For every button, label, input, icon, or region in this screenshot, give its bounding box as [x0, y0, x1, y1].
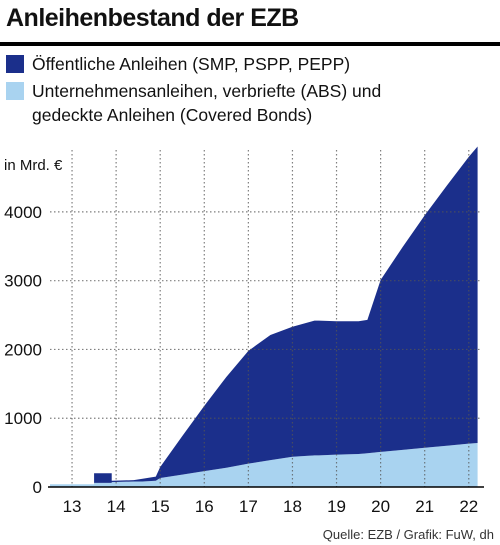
x-tick-label: 16	[195, 497, 214, 516]
legend-label-public-bonds: Öffentliche Anleihen (SMP, PSPP, PEPP)	[32, 54, 351, 74]
y-tick-label: 2000	[4, 340, 42, 359]
y-tick-label: 4000	[4, 203, 42, 222]
x-tick-label: 19	[327, 497, 346, 516]
x-tick-label: 22	[459, 497, 478, 516]
area-public-bonds	[50, 146, 478, 485]
title-rule	[0, 42, 500, 46]
legend-item-public-bonds: Öffentliche Anleihen (SMP, PSPP, PEPP)	[6, 52, 496, 76]
legend: Öffentliche Anleihen (SMP, PSPP, PEPP) U…	[6, 52, 496, 130]
x-tick-label: 13	[63, 497, 82, 516]
x-tick-label: 18	[283, 497, 302, 516]
x-tick-label: 14	[107, 497, 126, 516]
y-tick-label: 3000	[4, 272, 42, 291]
y-axis-label: in Mrd. €	[4, 157, 63, 174]
legend-swatch-corporate-bonds	[6, 82, 24, 100]
y-tick-label: 0	[33, 478, 42, 497]
legend-swatch-public-bonds	[6, 55, 24, 73]
x-tick-label: 20	[371, 497, 390, 516]
source-note: Quelle: EZB / Grafik: FuW, dh	[322, 527, 494, 542]
legend-label-corporate-bonds-line1: Unternehmensanleihen, verbriefte (ABS) u…	[32, 81, 382, 101]
x-tick-label: 21	[415, 497, 434, 516]
legend-label-corporate-bonds-line2: gedeckte Anleihen (Covered Bonds)	[32, 105, 313, 125]
x-tick-label: 17	[239, 497, 258, 516]
legend-item-corporate-bonds: Unternehmensanleihen, verbriefte (ABS) u…	[6, 79, 496, 127]
area-corporate-bonds	[50, 442, 478, 487]
chart-title: Anleihenbestand der EZB	[6, 4, 299, 32]
x-tick-label: 15	[151, 497, 170, 516]
y-tick-label: 1000	[4, 409, 42, 428]
